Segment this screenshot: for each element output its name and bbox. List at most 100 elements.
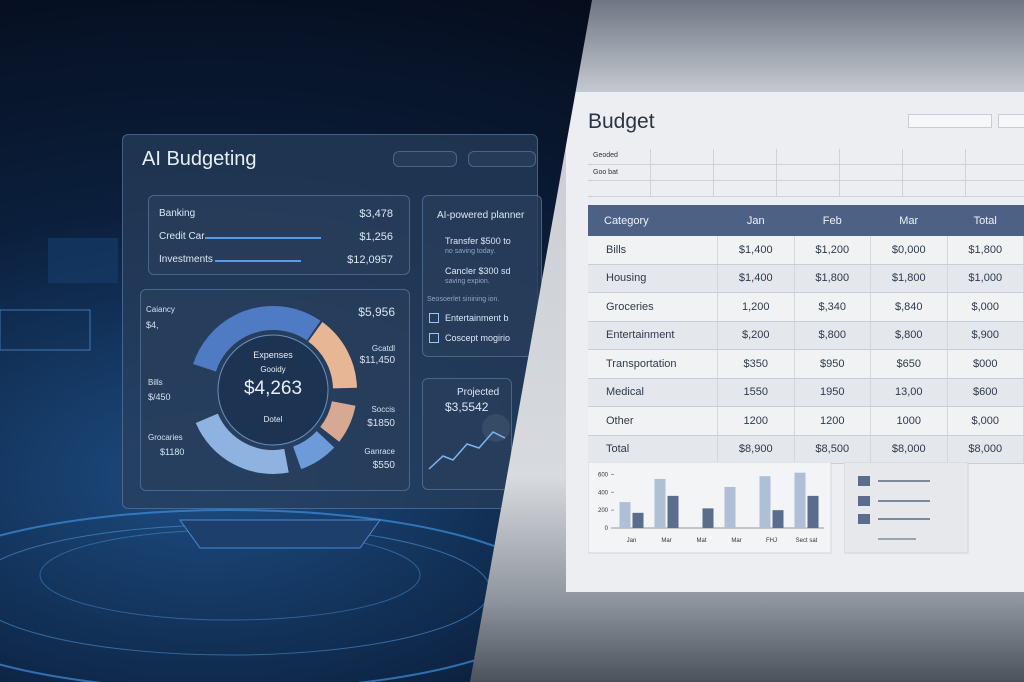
bar	[619, 502, 631, 528]
header-row: Category Jan Feb Mar Total	[588, 205, 1024, 236]
table-cell: $1,800	[947, 236, 1024, 265]
table-cell: Medical	[588, 378, 718, 407]
bar	[772, 510, 784, 528]
donut-label: Caiancy	[146, 305, 175, 314]
toolbar-box	[998, 114, 1024, 128]
accounts-card: Banking $3,478 Credit Car $1,256 Investments…	[148, 195, 410, 275]
table-row: Housing $1,400 $1,800 $1,800 $1,000	[588, 264, 1024, 293]
table-row: Other 1200 1200 1000 $,000	[588, 406, 1024, 436]
spreadsheet: Budget Geoded Goo bat Category Jan Feb Mar T…	[566, 92, 1024, 592]
table-cell: Groceries	[588, 292, 718, 322]
search[interactable]	[468, 151, 536, 167]
donut-label: Soccis	[371, 405, 395, 414]
legend-line	[878, 518, 930, 520]
table-cell: Entertainment	[588, 321, 718, 350]
table-row: Medical 1550 1950 13,00 $600	[588, 378, 1024, 407]
table-cell: $950	[794, 349, 871, 379]
y-tick-label: 0	[605, 526, 609, 532]
header-cell: Jan	[717, 205, 794, 236]
dashboard-title: AI Budgeting	[142, 148, 257, 170]
donut-label: Gcatdl	[371, 344, 395, 353]
account-value: $3,478	[359, 208, 393, 220]
table-cell: Other	[588, 406, 718, 436]
table-row: Groceries 1,200 $,340 $,840 $,000	[588, 292, 1024, 322]
progress-line	[215, 260, 301, 262]
y-tick-label: 200	[598, 508, 609, 514]
projected-value: $3,5542	[445, 400, 489, 414]
donut-label: Bills	[148, 378, 163, 387]
table-cell: $,000	[947, 406, 1024, 436]
table-cell: $,840	[870, 292, 948, 322]
table-cell: $1,000	[947, 264, 1024, 293]
grid-cells	[588, 149, 1024, 197]
sparkline	[428, 431, 506, 470]
table-cell: $,200	[717, 321, 795, 350]
dropdown[interactable]	[393, 151, 457, 167]
x-tick-label: FHJ	[766, 538, 777, 544]
donut-segment	[189, 306, 357, 474]
table-cell: Housing	[588, 264, 718, 293]
planner-item: Seosoerlet sinining ion.	[427, 296, 500, 303]
table-cell: Total	[588, 435, 718, 464]
bar	[759, 476, 771, 528]
cell-label: Goo bat	[593, 169, 618, 176]
table-cell: $350	[717, 349, 795, 379]
planner-item: Entertainment b	[445, 313, 509, 323]
table-cell: $,000	[947, 292, 1024, 322]
account-label: Banking	[159, 208, 196, 219]
table-cell: 1000	[870, 406, 948, 436]
donut-label: $1850	[367, 418, 395, 429]
legend-line	[878, 500, 930, 502]
budget-table: Category Jan Feb Mar Total Bills $1,400 $1,200 $…	[588, 205, 1024, 464]
progress-line	[205, 237, 321, 239]
planner-item: Cancler $300 sd	[445, 266, 511, 276]
hud-box	[48, 238, 118, 283]
donut-segment	[188, 306, 357, 474]
donut-hole	[217, 334, 329, 446]
donut-label: $4,	[146, 320, 159, 330]
table-cell: $8,500	[794, 435, 871, 464]
table-cell: 1200	[717, 406, 795, 436]
y-tick-label: 600	[598, 472, 609, 478]
bar	[667, 495, 679, 528]
legend-line	[878, 538, 916, 540]
account-value: $12,0957	[347, 254, 393, 266]
donut-label: $550	[372, 460, 395, 471]
donut-label: $/450	[148, 392, 171, 402]
projected-card: Projected $3,5542	[422, 378, 512, 490]
table-cell: 1550	[717, 378, 795, 407]
x-tick-label: Mat	[696, 538, 706, 544]
planner-item: Coscept mogirio	[445, 333, 511, 343]
checkbox	[429, 333, 439, 343]
projection-sparkline	[428, 431, 506, 470]
checkbox	[429, 313, 439, 323]
table-cell: $600	[947, 378, 1024, 407]
table-row: Total $8,900 $8,500 $8,000 $8,000	[588, 435, 1024, 464]
donut-label: $5,956	[358, 305, 395, 319]
cell-label: Geoded	[593, 152, 618, 159]
y-tick-label: 400	[598, 490, 609, 496]
mini-chart: 0 200 400 600 Jan Mar Mat Mar FHJ Sect sat	[588, 462, 832, 554]
header-cell: Total	[947, 205, 1024, 236]
table-row: Entertainment $,200 $,800 $,800 $,900	[588, 321, 1024, 350]
table-cell: $1,400	[717, 236, 795, 265]
center-label: Expenses	[253, 350, 293, 360]
table-cell: $1,200	[794, 236, 871, 265]
planner-item: Transfer $500 to	[445, 236, 511, 246]
table-cell: $,340	[794, 292, 871, 322]
center-label: Gooidy	[260, 365, 285, 374]
table-cell: $,800	[870, 321, 948, 350]
toolbar-box	[908, 114, 992, 128]
account-label: Credit Car	[159, 231, 205, 242]
table-cell: $1,400	[717, 264, 795, 293]
x-tick-label: Jan	[627, 538, 637, 544]
bar	[632, 512, 644, 528]
table-cell: $0,000	[870, 236, 948, 265]
table-cell: $,800	[794, 321, 871, 350]
bar	[807, 495, 819, 528]
legend-line	[878, 480, 930, 482]
donut-label: $11,450	[359, 355, 395, 366]
planner-title: AI-powered planner	[437, 210, 525, 221]
planner-item: no saving today.	[445, 248, 496, 255]
